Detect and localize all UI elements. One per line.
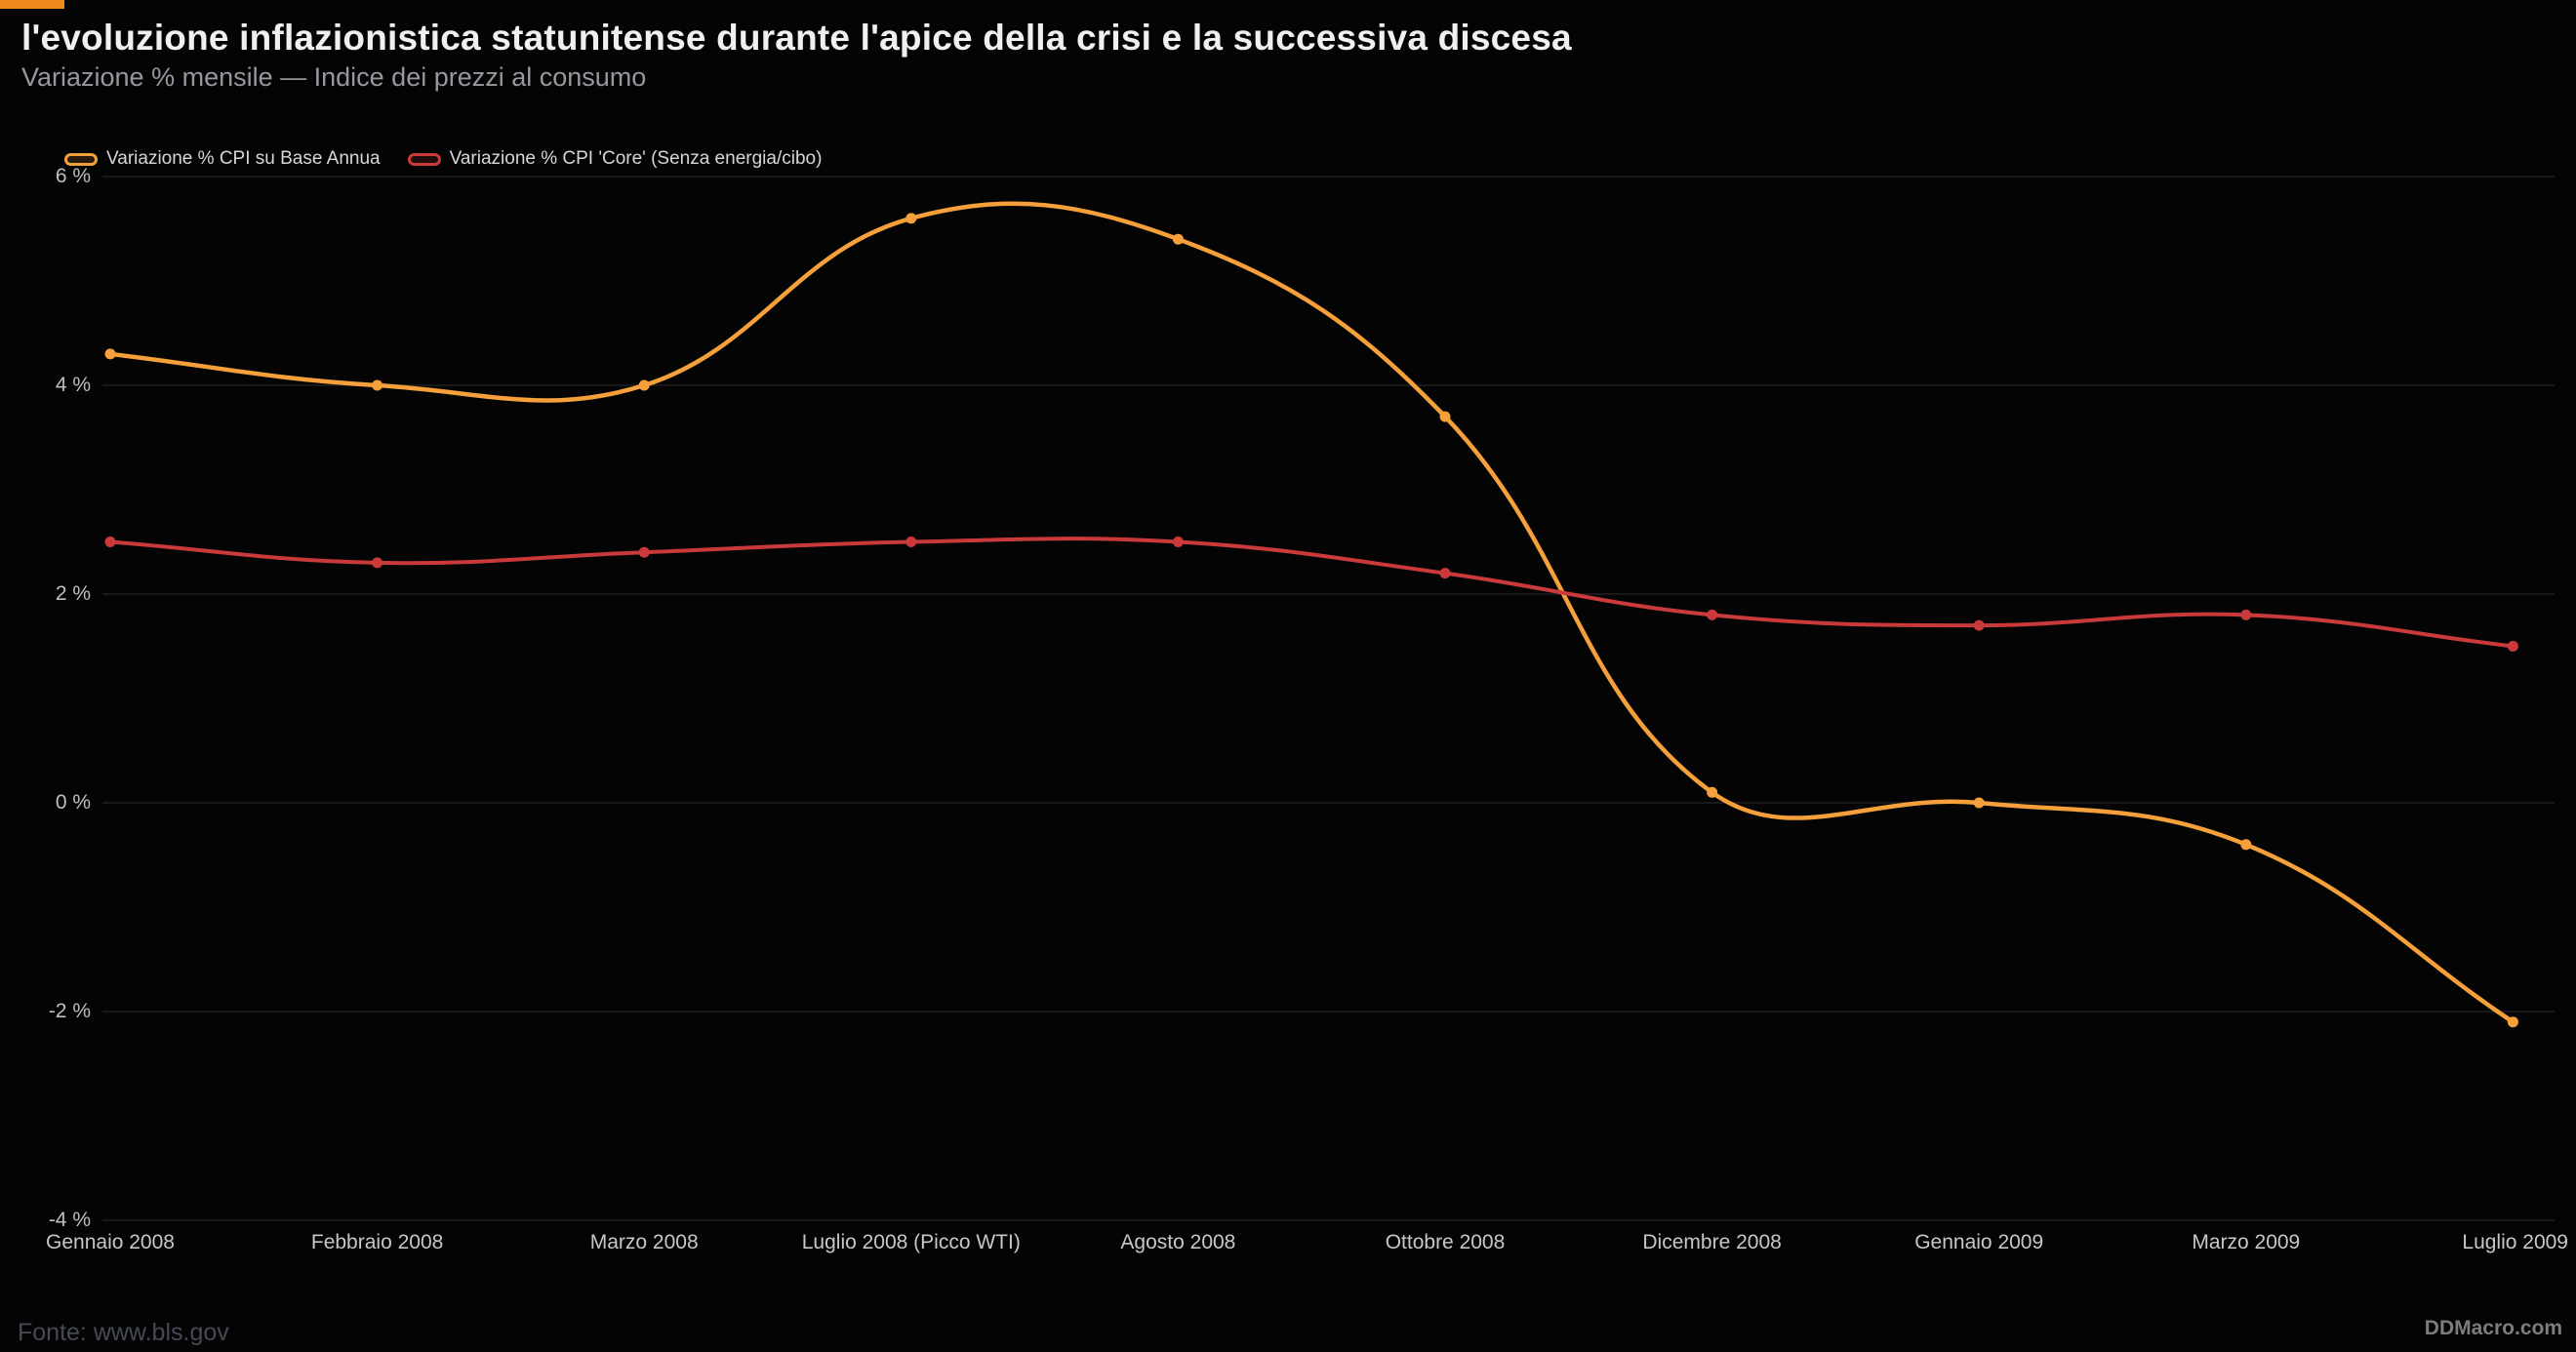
data-point	[638, 546, 650, 558]
legend-swatch-orange	[64, 152, 98, 166]
x-tick-label: Luglio 2008 (Picco WTI)	[801, 1231, 1021, 1253]
x-tick-label: Ottobre 2008	[1385, 1231, 1506, 1253]
y-tick-label: -4 %	[48, 1209, 91, 1231]
data-point	[1707, 609, 1718, 620]
page-subtitle: Variazione % mensile — Indice dei prezzi…	[21, 62, 647, 92]
data-point	[1172, 233, 1184, 245]
chart-legend: Variazione % CPI su Base Annua Variazion…	[64, 148, 822, 170]
data-point	[1439, 411, 1451, 422]
data-point	[1439, 568, 1451, 579]
y-tick-label: 2 %	[55, 582, 91, 605]
data-point	[906, 213, 917, 224]
data-point	[1973, 797, 1985, 809]
brand-watermark: DDMacro.com	[2424, 1317, 2562, 1339]
legend-item-cpi-core[interactable]: Variazione % CPI 'Core' (Senza energia/c…	[407, 148, 823, 170]
series-line-cpi-core	[108, 537, 2516, 649]
data-point	[104, 348, 116, 360]
data-point	[1707, 786, 1718, 798]
data-point	[1973, 619, 1985, 631]
legend-label: Variazione % CPI su Base Annua	[106, 148, 381, 169]
x-tick-label: Febbraio 2008	[310, 1231, 444, 1253]
x-tick-label: Agosto 2008	[1120, 1231, 1236, 1253]
data-point	[906, 537, 917, 547]
legend-swatch-red	[407, 152, 441, 166]
y-tick-label: -2 %	[48, 1000, 91, 1022]
data-point	[1172, 537, 1184, 547]
y-tick-label: 6 %	[55, 165, 91, 187]
x-tick-label: Dicembre 2008	[1642, 1231, 1782, 1253]
legend-label: Variazione % CPI 'Core' (Senza energia/c…	[449, 148, 823, 169]
y-tick-label: 0 %	[55, 791, 91, 814]
data-point	[2240, 609, 2252, 620]
x-tick-label: Marzo 2008	[589, 1231, 699, 1253]
legend-item-cpi-annua[interactable]: Variazione % CPI su Base Annua	[64, 148, 381, 170]
series-line-cpi-annua	[107, 201, 2516, 1024]
x-tick-label: Gennaio 2008	[46, 1231, 175, 1253]
data-point	[372, 557, 383, 569]
x-tick-label: Marzo 2009	[2192, 1231, 2301, 1253]
page-title: l'evoluzione inflazionistica statunitens…	[21, 18, 1572, 58]
x-tick-label: Luglio 2009	[2462, 1231, 2568, 1253]
accent-bar	[0, 0, 64, 9]
data-point	[2240, 839, 2252, 851]
data-point	[2507, 1016, 2518, 1028]
data-point	[372, 379, 383, 391]
y-tick-label: 4 %	[55, 374, 91, 396]
data-point	[2507, 641, 2518, 652]
data-point	[638, 379, 650, 391]
data-point	[104, 537, 116, 547]
source-note: Fonte: www.bls.gov	[18, 1319, 229, 1346]
x-tick-label: Gennaio 2009	[1914, 1231, 2044, 1253]
